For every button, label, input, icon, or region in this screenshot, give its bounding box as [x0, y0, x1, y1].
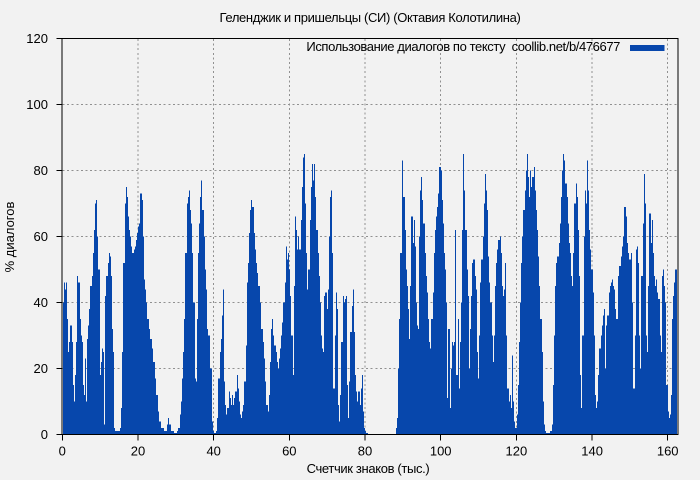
svg-text:100: 100 [26, 97, 48, 112]
svg-text:120: 120 [26, 31, 48, 46]
svg-text:Счетчик знаков (тыс.): Счетчик знаков (тыс.) [307, 461, 430, 476]
svg-text:60: 60 [34, 229, 48, 244]
svg-text:Геленджик и пришельцы (СИ) (Ок: Геленджик и пришельцы (СИ) (Октавия Коло… [220, 10, 521, 25]
svg-text:40: 40 [206, 444, 220, 459]
svg-text:% диалогов: % диалогов [2, 202, 17, 273]
svg-text:120: 120 [506, 444, 528, 459]
svg-text:80: 80 [34, 163, 48, 178]
svg-text:0: 0 [59, 444, 66, 459]
svg-text:160: 160 [657, 444, 679, 459]
svg-text:20: 20 [34, 361, 48, 376]
svg-text:100: 100 [430, 444, 452, 459]
svg-text:0: 0 [41, 427, 48, 442]
svg-text:80: 80 [358, 444, 372, 459]
svg-text:Использование диалогов по текс: Использование диалогов по тексту coollib… [306, 39, 620, 54]
svg-text:140: 140 [581, 444, 603, 459]
svg-text:40: 40 [34, 295, 48, 310]
svg-text:60: 60 [282, 444, 296, 459]
svg-text:20: 20 [131, 444, 145, 459]
